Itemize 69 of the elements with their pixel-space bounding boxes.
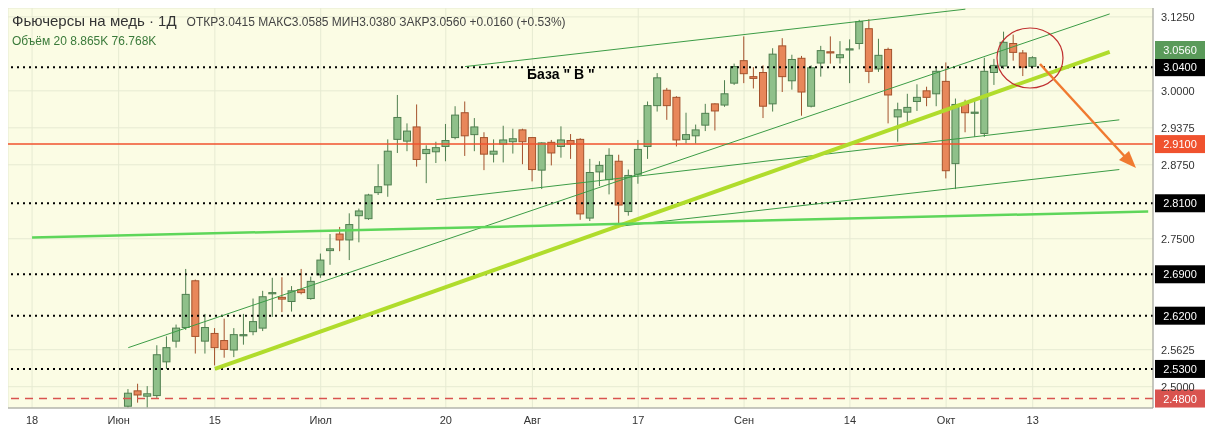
- candlestick: [249, 298, 258, 336]
- candlestick: [912, 83, 921, 112]
- candlestick: [374, 163, 383, 196]
- x-tick-label: 18: [25, 413, 39, 426]
- text: ОТКР3.0415 МАКС3.0585 МИН3.0380 ЗАКР3.0560 +0.0160 (+0.53%): [186, 15, 566, 29]
- candlestick: [422, 144, 431, 184]
- x-tick-label: 14: [843, 413, 857, 426]
- y-tick-label: 2.7500: [1161, 232, 1195, 245]
- candlestick: [1018, 49, 1027, 77]
- candlestick: [200, 313, 209, 355]
- candlestick: [489, 138, 498, 163]
- candlestick: [451, 105, 460, 140]
- text: 3.0560: [1155, 41, 1205, 59]
- candlestick: [691, 124, 700, 144]
- x-tick-label: Окт: [936, 413, 956, 426]
- candlestick: [470, 117, 479, 152]
- candlestick: [730, 63, 739, 86]
- x-tick-label: 15: [208, 413, 221, 426]
- ref-line-label: 2.6900: [1163, 268, 1197, 281]
- candlestick: [268, 277, 277, 318]
- ref-line-label: 2.6200: [1163, 309, 1197, 322]
- candlestick: [710, 102, 719, 131]
- candlestick: [287, 285, 296, 313]
- candlestick: [701, 103, 710, 132]
- candlestick: [508, 128, 517, 155]
- candlestick: [143, 385, 152, 408]
- candlestick: [345, 212, 354, 261]
- candlestick: [835, 40, 844, 65]
- candlestick: [845, 38, 854, 84]
- candlestick: [682, 112, 691, 144]
- chart-title: Фьючерсы на медь · 1Д: [12, 12, 177, 29]
- x-tick-label: 17: [632, 413, 645, 426]
- annotation: Объём 20 8.865K 76.768K: [12, 34, 157, 48]
- ref-line-label: 2.4800: [1163, 392, 1197, 405]
- candlestick: [932, 66, 941, 107]
- x-tick-label: 20: [439, 413, 452, 426]
- candlestick: [826, 35, 835, 65]
- y-tick-label: 2.5625: [1161, 343, 1195, 356]
- ref-line-label: 2.5300: [1163, 362, 1197, 375]
- candlestick: [922, 86, 931, 107]
- candlestick: [172, 324, 181, 349]
- candlestick: [874, 38, 883, 73]
- x-tick-label: 13: [1026, 413, 1039, 426]
- candlestick: [855, 19, 864, 50]
- candlestick: [277, 276, 286, 313]
- candlestick: [739, 35, 748, 84]
- x-tick-label: Июн: [107, 413, 130, 426]
- ref-line-label: 3.0400: [1163, 61, 1197, 74]
- y-tick-label: 2.5000: [1161, 380, 1195, 393]
- candlestick: [335, 226, 344, 252]
- candlestick: [431, 141, 440, 164]
- ref-line-label: 2.8100: [1163, 197, 1197, 210]
- candlestick: [816, 45, 825, 78]
- candlestick: [460, 100, 469, 157]
- candlestick: [316, 253, 325, 279]
- x-tick-label: Сен: [734, 413, 755, 426]
- annotation: База " В ": [527, 66, 595, 82]
- y-tick-label: 3.1250: [1161, 10, 1195, 23]
- y-tick-label: 3.0000: [1161, 84, 1195, 97]
- candlestick: [133, 383, 142, 404]
- y-tick-label: 2.9375: [1161, 121, 1195, 134]
- candlestick: [326, 233, 335, 266]
- candlestick: [787, 54, 796, 91]
- x-tick-label: Авг: [523, 413, 541, 426]
- candlestick: [720, 79, 729, 108]
- candlestick: [479, 131, 488, 171]
- ref-line-label: 2.9100: [1163, 138, 1197, 151]
- x-tick-label: Июл: [309, 413, 332, 426]
- y-tick-label: 2.8750: [1161, 158, 1195, 171]
